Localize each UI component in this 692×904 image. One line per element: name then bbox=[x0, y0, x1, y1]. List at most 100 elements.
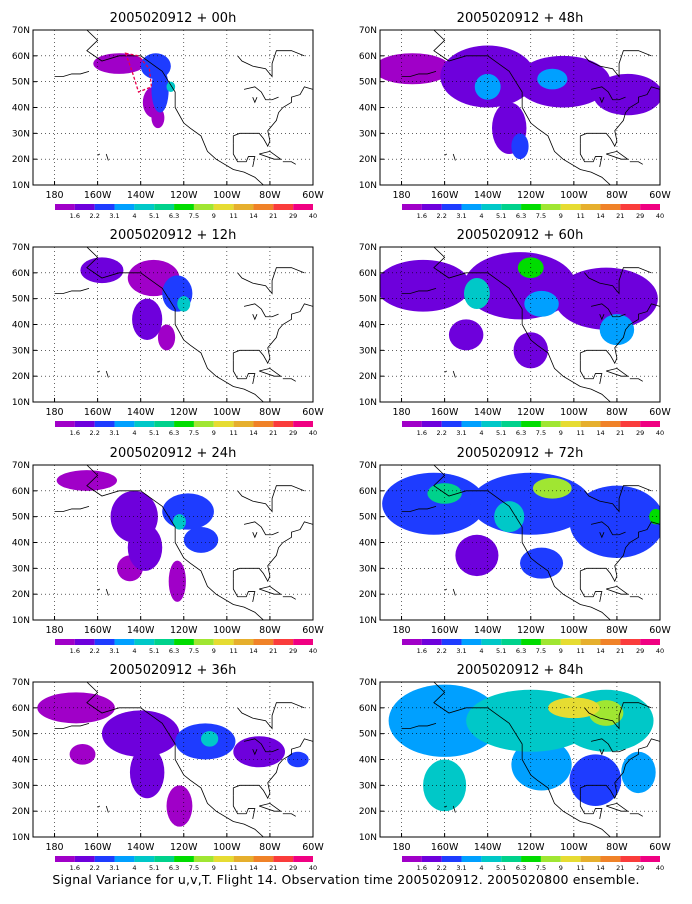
legend-label: 29 bbox=[636, 429, 644, 437]
y-tick-label: 30N bbox=[12, 129, 30, 139]
legend-swatch bbox=[620, 639, 641, 645]
y-tick-label: 20N bbox=[12, 590, 30, 600]
coastline bbox=[452, 588, 456, 596]
legend-swatch bbox=[273, 639, 294, 645]
x-tick-label: 100W bbox=[560, 625, 588, 636]
legend-swatch bbox=[154, 856, 175, 862]
legend-label: 5.1 bbox=[496, 429, 506, 437]
panel-title: 2005020912 + 72h bbox=[457, 446, 584, 461]
legend-swatch bbox=[293, 856, 313, 862]
legend-swatch bbox=[134, 856, 155, 862]
variance-contour bbox=[93, 53, 145, 74]
x-tick-label: 180 bbox=[392, 842, 410, 853]
coastline bbox=[606, 585, 629, 595]
coastline bbox=[401, 505, 437, 512]
legend-swatch bbox=[580, 421, 601, 427]
legend-swatch bbox=[580, 204, 601, 210]
legend-label: 5.1 bbox=[149, 647, 159, 655]
coastline bbox=[237, 50, 305, 78]
legend-label: 40 bbox=[309, 864, 317, 872]
coastline bbox=[444, 805, 447, 808]
variance-contour bbox=[157, 324, 176, 351]
legend-swatch bbox=[481, 204, 502, 210]
legend-swatch bbox=[74, 856, 95, 862]
legend-label: 2.2 bbox=[437, 647, 447, 655]
legend-label: 4 bbox=[132, 647, 136, 655]
variance-contour bbox=[129, 746, 165, 799]
x-tick-label: 100W bbox=[213, 625, 241, 636]
x-tick-label: 80W bbox=[259, 190, 281, 201]
legend-label: 6.3 bbox=[169, 429, 179, 437]
coastline bbox=[252, 97, 258, 104]
coastline bbox=[105, 153, 109, 161]
legend-label: 2.2 bbox=[437, 864, 447, 872]
legend-swatch bbox=[114, 856, 135, 862]
y-tick-label: 70N bbox=[12, 26, 30, 36]
legend-swatch bbox=[94, 639, 115, 645]
y-tick-label: 40N bbox=[12, 539, 30, 549]
x-tick-label: 180 bbox=[45, 407, 63, 418]
x-tick-label: 60W bbox=[649, 407, 671, 418]
legend-label: 14 bbox=[249, 864, 257, 872]
variance-contour bbox=[621, 751, 656, 794]
legend-label: 7.5 bbox=[189, 647, 199, 655]
coastline bbox=[452, 370, 456, 378]
y-tick-label: 20N bbox=[359, 372, 377, 382]
legend-label: 29 bbox=[289, 647, 297, 655]
legend-label: 2.2 bbox=[90, 647, 100, 655]
coastline bbox=[433, 465, 613, 620]
legend-label: 40 bbox=[309, 647, 317, 655]
variance-contour bbox=[554, 267, 658, 330]
legend-swatch bbox=[461, 421, 482, 427]
y-tick-label: 60N bbox=[12, 487, 30, 497]
legend-label: 5.1 bbox=[496, 212, 506, 220]
coastline bbox=[259, 585, 282, 595]
x-tick-label: 60W bbox=[302, 190, 324, 201]
coastline bbox=[97, 153, 100, 156]
x-tick-label: 160W bbox=[431, 842, 459, 853]
legend-swatch bbox=[114, 639, 135, 645]
map-body bbox=[33, 682, 313, 837]
coastline bbox=[606, 150, 629, 160]
legend-swatch bbox=[55, 639, 75, 645]
variance-contour bbox=[520, 547, 564, 579]
variance-contour bbox=[166, 785, 193, 827]
legend-swatch bbox=[521, 856, 541, 862]
coastline bbox=[86, 247, 266, 402]
x-tick-label: 120W bbox=[517, 190, 545, 201]
coastline bbox=[86, 682, 266, 837]
coastline bbox=[579, 360, 603, 384]
x-tick-label: 80W bbox=[606, 842, 628, 853]
variance-contour bbox=[388, 684, 501, 757]
coastline bbox=[252, 749, 258, 756]
x-tick-label: 120W bbox=[517, 842, 545, 853]
variance-contour bbox=[56, 470, 117, 491]
legend-swatch bbox=[461, 204, 482, 210]
legend-swatch bbox=[481, 421, 502, 427]
coastline bbox=[433, 247, 613, 402]
map-panel: 2005020912 + 36h 10N 20N 30N 40N 50N 60N 70N 180… bbox=[12, 663, 325, 872]
legend-swatch bbox=[55, 204, 75, 210]
legend-label: 2.2 bbox=[437, 212, 447, 220]
legend-label: 11 bbox=[576, 212, 584, 220]
x-tick-label: 120W bbox=[170, 190, 198, 201]
legend-swatch bbox=[253, 856, 274, 862]
legend-label: 29 bbox=[289, 212, 297, 220]
y-tick-label: 70N bbox=[359, 461, 377, 471]
legend-label: 3.1 bbox=[456, 429, 466, 437]
x-tick-label: 140W bbox=[474, 625, 502, 636]
legend-label: 9 bbox=[212, 647, 216, 655]
coastline bbox=[54, 505, 90, 512]
legend-swatch bbox=[134, 204, 155, 210]
legend-label: 6.3 bbox=[516, 429, 526, 437]
y-tick-label: 50N bbox=[359, 730, 377, 740]
x-tick-label: 60W bbox=[649, 842, 671, 853]
legend-swatch bbox=[74, 204, 95, 210]
x-tick-label: 140W bbox=[127, 407, 155, 418]
legend-label: 7.5 bbox=[536, 212, 546, 220]
map-panel: 2005020912 + 72h 10N 20N 30N 40N 50N 60N 70N 180… bbox=[359, 446, 672, 655]
x-tick-label: 60W bbox=[302, 842, 324, 853]
legend-swatch bbox=[174, 856, 194, 862]
legend-swatch bbox=[640, 421, 660, 427]
legend-label: 7.5 bbox=[536, 647, 546, 655]
